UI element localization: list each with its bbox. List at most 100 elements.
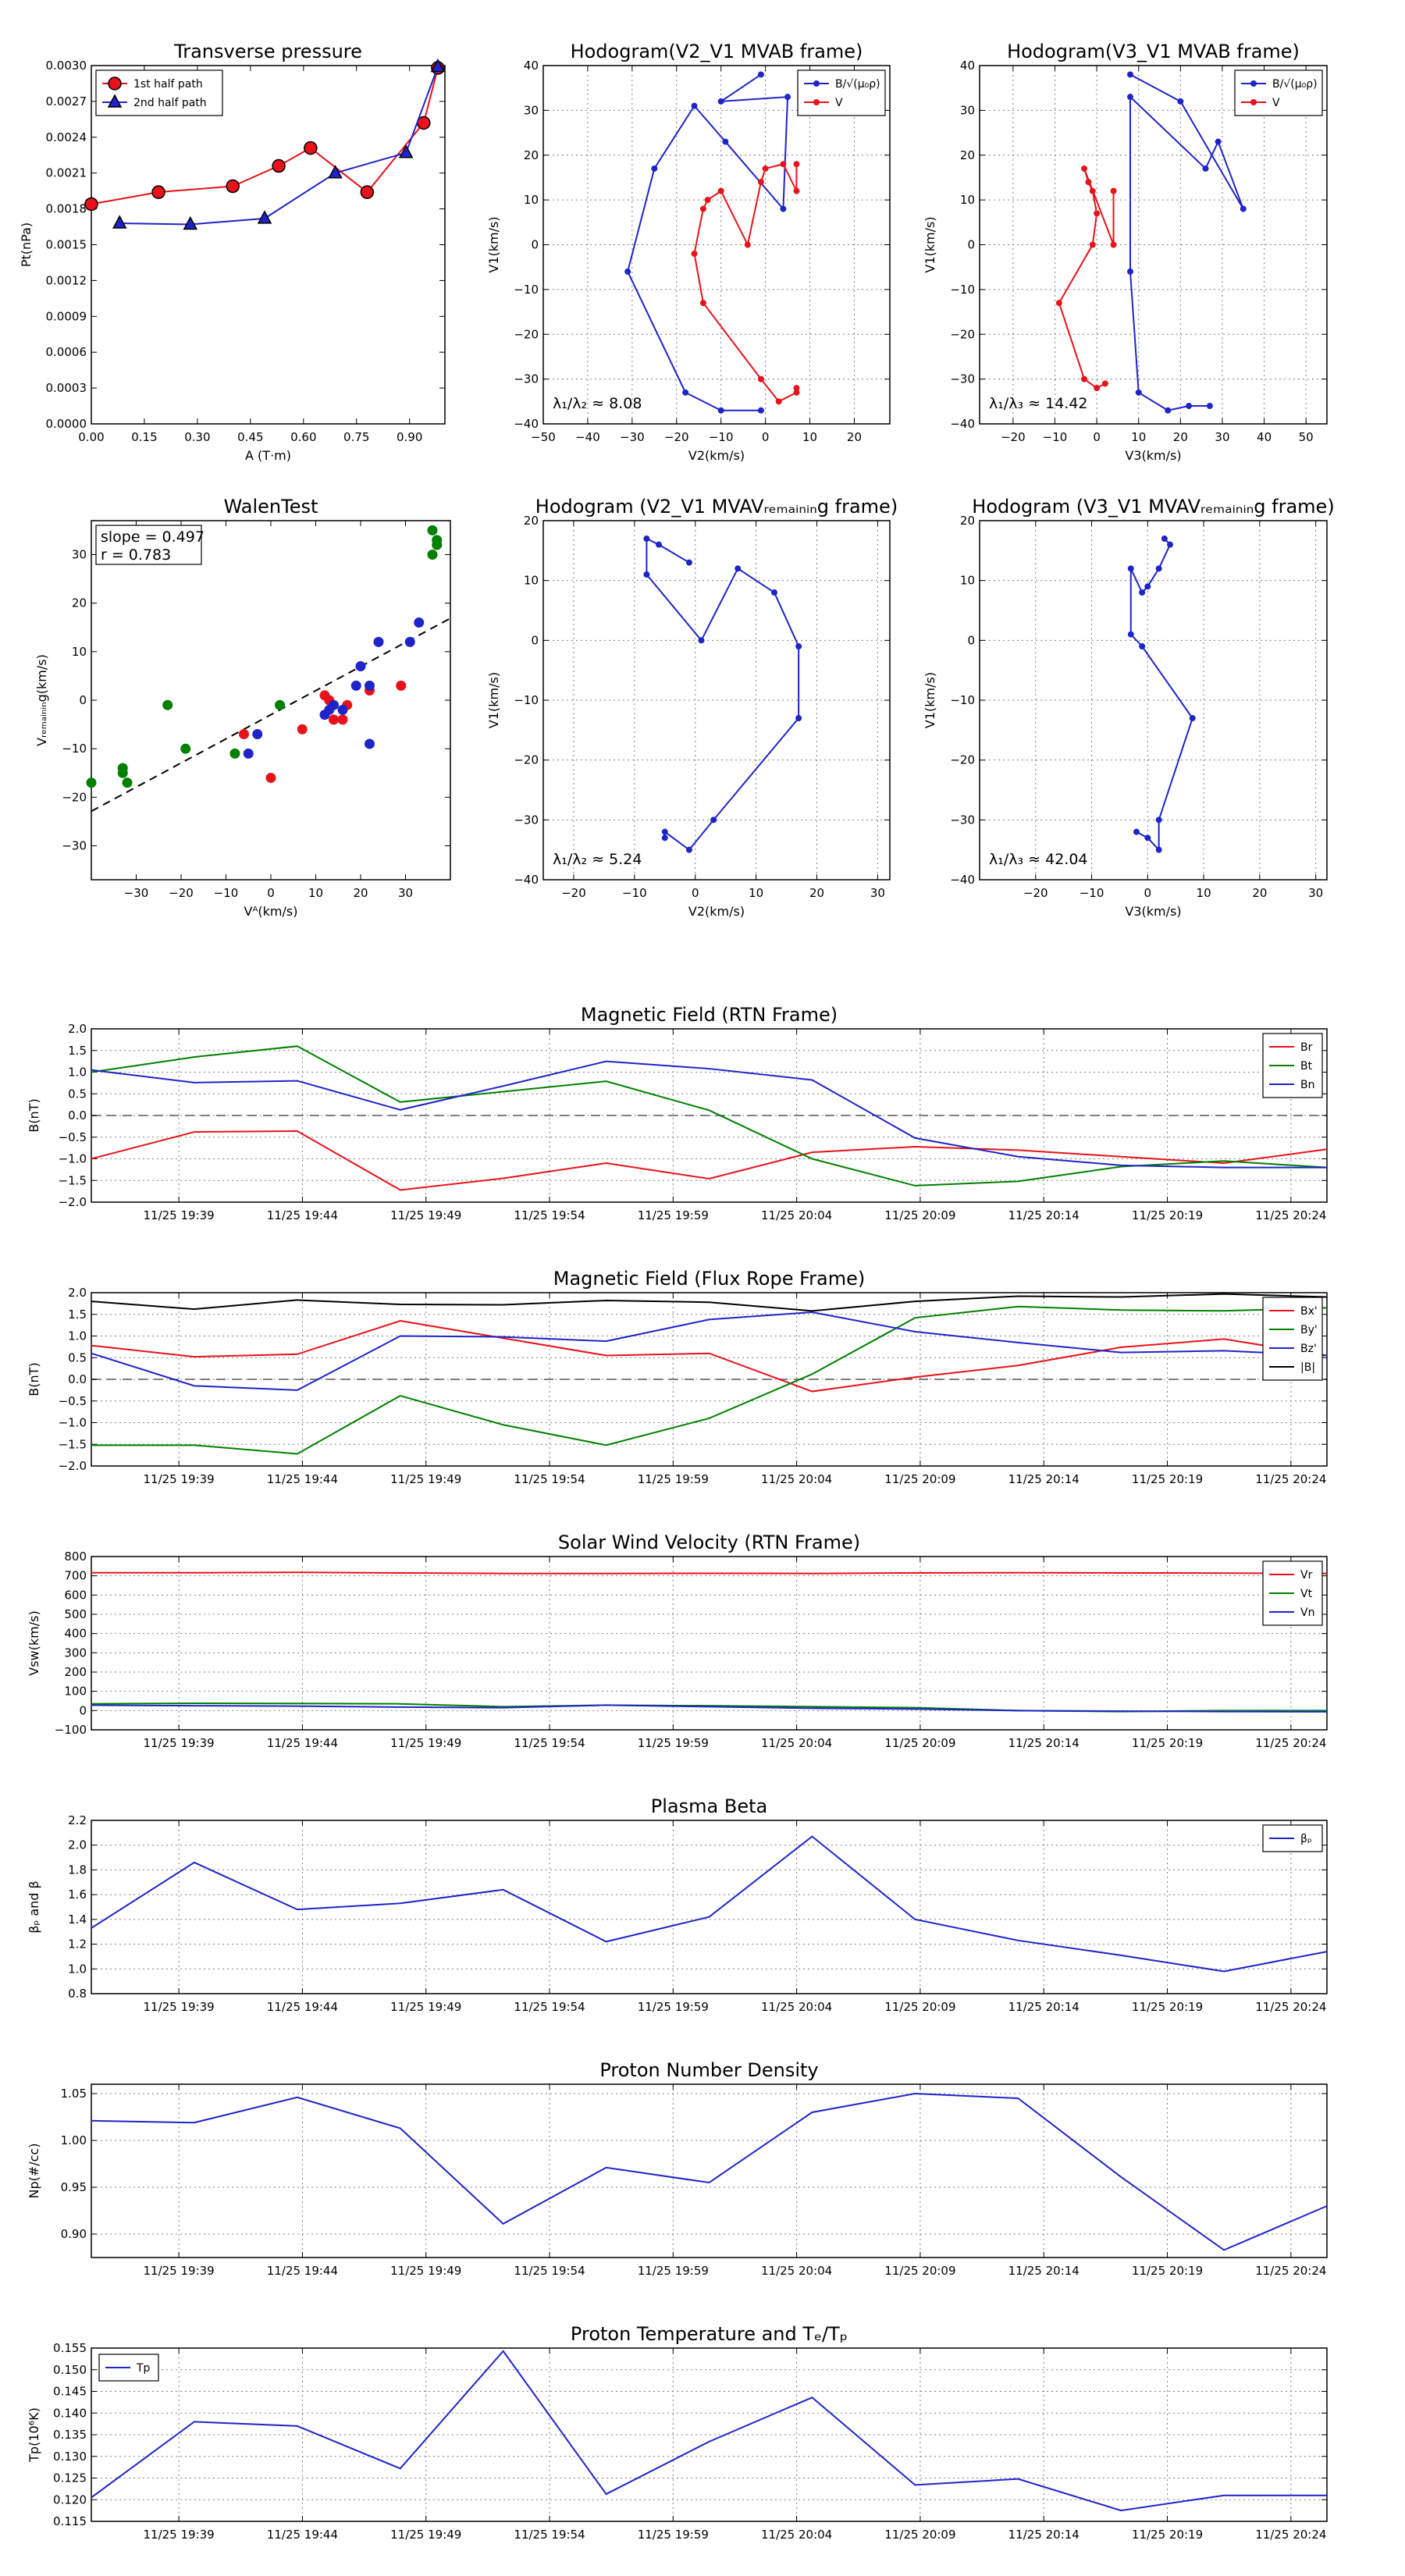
legend-label: B/√(μ₀ρ) bbox=[1272, 78, 1318, 91]
panel-ts6: 11/25 19:39 11/25 19:44 11/25 19:49 11/25 1… bbox=[27, 2323, 1328, 2542]
x-tick-label: 0.90 bbox=[397, 430, 422, 444]
data-point bbox=[183, 215, 198, 230]
data-point bbox=[784, 94, 791, 101]
data-point bbox=[229, 748, 240, 759]
x-tick-label: 0 bbox=[692, 886, 699, 900]
fit-line bbox=[91, 617, 451, 813]
data-point bbox=[661, 828, 668, 835]
legend-marker bbox=[813, 99, 820, 105]
y-tick-label: 30 bbox=[524, 103, 539, 117]
x-tick-label: 30 bbox=[398, 886, 413, 900]
data-point bbox=[793, 187, 800, 194]
x-tick-label: 50 bbox=[1299, 430, 1314, 444]
time-tick-label: 11/25 20:04 bbox=[761, 1208, 832, 1222]
series-line-0 bbox=[91, 2350, 1327, 2512]
data-point bbox=[329, 699, 339, 710]
y-tick-label: −1.0 bbox=[59, 1152, 87, 1166]
x-tick-label: 10 bbox=[1131, 430, 1146, 444]
data-point bbox=[643, 535, 650, 542]
series-line-0 bbox=[91, 1835, 1328, 1973]
time-tick-label: 11/25 20:14 bbox=[1008, 1736, 1080, 1750]
y-tick-label: −30 bbox=[950, 813, 975, 827]
x-tick-label: 0.00 bbox=[78, 430, 104, 444]
y-tick-label: 30 bbox=[960, 103, 975, 117]
time-tick-label: 11/25 20:14 bbox=[1008, 1472, 1080, 1486]
chart-title: Hodogram(V2_V1 MVAB frame) bbox=[571, 41, 863, 62]
y-axis-label: Pt(nPa) bbox=[19, 222, 34, 267]
data-point bbox=[624, 268, 631, 275]
legend-label: Bn bbox=[1300, 1079, 1314, 1091]
y-tick-label: 0.0021 bbox=[46, 166, 87, 180]
y-tick-label: 0.0024 bbox=[46, 130, 87, 144]
data-point bbox=[252, 729, 263, 740]
ratio-annotation: λ₁/λ₃ ≈ 42.04 bbox=[989, 851, 1088, 868]
series-line-0 bbox=[91, 2092, 1328, 2251]
y-axis-label: B(nT) bbox=[27, 1098, 41, 1132]
x-tick-label: 0.15 bbox=[131, 430, 157, 444]
data-point bbox=[1081, 375, 1088, 382]
series-line-2 bbox=[91, 1311, 1328, 1391]
data-point bbox=[239, 729, 249, 740]
x-tick-label: 20 bbox=[809, 886, 824, 900]
y-tick-label: −30 bbox=[514, 813, 539, 827]
chart-title: Magnetic Field (RTN Frame) bbox=[581, 1004, 838, 1026]
data-point bbox=[1155, 565, 1162, 572]
y-tick-label: 0.135 bbox=[53, 2428, 87, 2442]
time-tick-label: 11/25 20:04 bbox=[761, 2000, 832, 2014]
time-tick-label: 11/25 19:49 bbox=[390, 1736, 461, 1750]
data-point bbox=[226, 179, 240, 194]
x-axis-label: V3(km/s) bbox=[1125, 448, 1181, 463]
ratio-annotation: λ₁/λ₂ ≈ 8.08 bbox=[553, 395, 642, 412]
x-tick-label: −30 bbox=[124, 886, 149, 900]
legend-label: Tp bbox=[136, 2362, 151, 2375]
data-point bbox=[297, 724, 308, 735]
data-point bbox=[1085, 179, 1092, 186]
data-point bbox=[682, 389, 689, 396]
time-tick-label: 11/25 20:14 bbox=[1008, 2000, 1080, 2014]
data-point bbox=[1101, 380, 1108, 387]
x-tick-label: 30 bbox=[870, 886, 885, 900]
y-tick-label: 0.130 bbox=[53, 2450, 87, 2464]
data-point bbox=[661, 834, 668, 841]
x-tick-label: 0.30 bbox=[184, 430, 210, 444]
data-point bbox=[1186, 403, 1193, 410]
y-tick-label: 1.6 bbox=[68, 1888, 87, 1902]
time-tick-label: 11/25 20:24 bbox=[1255, 1472, 1326, 1486]
time-tick-label: 11/25 19:49 bbox=[390, 2000, 461, 2014]
y-tick-label: 0.8 bbox=[68, 1987, 87, 2001]
y-tick-label: 0.90 bbox=[61, 2227, 87, 2241]
data-point bbox=[1127, 631, 1134, 638]
y-tick-label: −20 bbox=[950, 327, 975, 341]
data-point bbox=[1127, 565, 1134, 572]
data-point bbox=[1127, 268, 1134, 275]
series-line-3 bbox=[91, 1293, 1328, 1312]
data-point bbox=[265, 772, 276, 783]
y-tick-label: −20 bbox=[62, 790, 87, 804]
time-tick-label: 11/25 20:14 bbox=[1008, 1208, 1080, 1222]
data-point bbox=[717, 98, 724, 105]
time-tick-label: 11/25 19:39 bbox=[144, 1472, 215, 1486]
x-tick-label: 10 bbox=[749, 886, 763, 900]
chart-title: Solar Wind Velocity (RTN Frame) bbox=[558, 1532, 860, 1553]
series-line-0 bbox=[1129, 73, 1244, 411]
time-tick-label: 11/25 20:04 bbox=[761, 1736, 832, 1750]
data-point bbox=[691, 102, 698, 109]
y-tick-label: 0.0018 bbox=[46, 202, 87, 216]
series-line-0 bbox=[91, 1130, 1328, 1191]
data-point bbox=[698, 637, 705, 644]
y-tick-label: 0.0027 bbox=[46, 94, 87, 109]
data-point bbox=[365, 738, 375, 749]
time-tick-label: 11/25 20:14 bbox=[1008, 2528, 1080, 2542]
data-point bbox=[691, 250, 698, 257]
time-tick-label: 11/25 19:44 bbox=[267, 2264, 338, 2278]
data-point bbox=[1094, 210, 1101, 217]
x-tick-label: 0 bbox=[762, 430, 770, 444]
data-point bbox=[304, 141, 318, 155]
y-tick-label: 0 bbox=[967, 633, 975, 647]
data-point bbox=[704, 197, 711, 204]
time-tick-label: 11/25 20:19 bbox=[1132, 2000, 1203, 2014]
y-tick-label: 0.0030 bbox=[46, 59, 87, 73]
y-tick-label: 30 bbox=[72, 548, 87, 562]
y-tick-label: −1.0 bbox=[59, 1416, 87, 1430]
